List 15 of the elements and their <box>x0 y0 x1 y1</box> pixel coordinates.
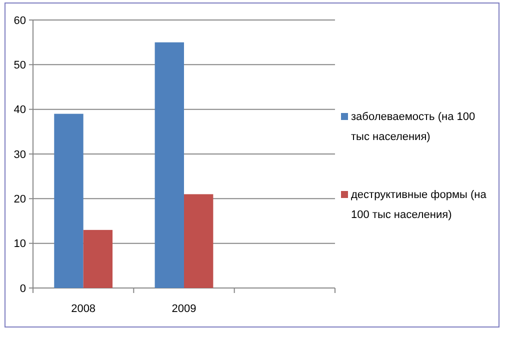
y-tick-label: 20 <box>14 194 26 206</box>
y-tick-label: 0 <box>20 282 26 295</box>
bar <box>54 114 84 288</box>
bar <box>184 194 214 288</box>
legend-label: заболеваемость (на 100 тыс населения) <box>351 111 476 143</box>
y-tick-label: 40 <box>14 104 26 116</box>
x-tick-label: 2008 <box>71 303 96 315</box>
bar <box>154 42 184 288</box>
legend-label: деструктивные формы (на 100 тыс населения) <box>351 189 488 221</box>
y-tick-label: 30 <box>14 148 26 161</box>
bar <box>83 230 113 288</box>
y-tick-label: 50 <box>14 60 26 72</box>
x-tick-label: 2009 <box>172 303 196 315</box>
y-tick-label: 60 <box>14 14 26 27</box>
y-tick-label: 10 <box>14 238 26 250</box>
